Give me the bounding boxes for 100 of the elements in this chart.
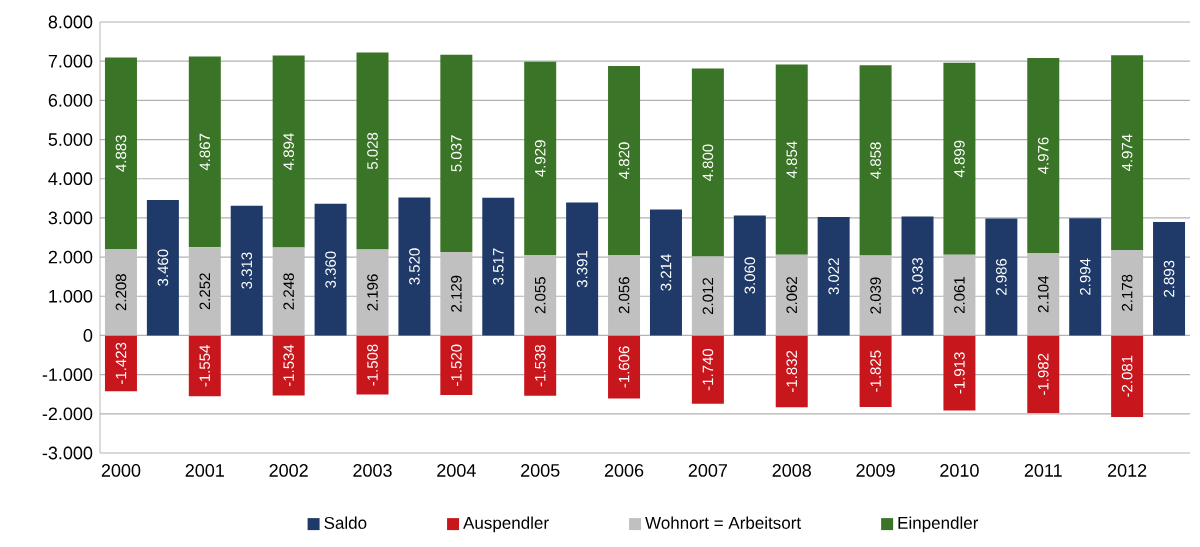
data-label: 2.994 <box>1079 258 1091 295</box>
data-label: 2.178 <box>1121 274 1133 311</box>
bar <box>1027 335 1060 414</box>
data-label: 3.033 <box>912 257 923 295</box>
x-tick-label: 2004 <box>437 464 476 477</box>
legend-label: Saldo <box>324 516 367 529</box>
bar <box>356 249 389 336</box>
data-label: 5.028 <box>367 132 378 170</box>
bar <box>691 68 724 257</box>
data-label: 4.854 <box>786 141 798 178</box>
y-tick-label: 3.000 <box>48 211 93 225</box>
data-label: 2.893 <box>1163 260 1175 297</box>
data-label: 2.055 <box>534 277 546 314</box>
data-label: -2.081 <box>1121 355 1133 397</box>
data-label: 2.012 <box>702 278 714 315</box>
x-tick-label: 2005 <box>521 464 560 477</box>
bar <box>566 202 599 336</box>
data-label: 3.313 <box>241 252 253 289</box>
data-label: 4.974 <box>1121 134 1133 172</box>
data-label: 2.039 <box>870 277 881 314</box>
bar <box>188 335 221 397</box>
y-tick-label: -2.000 <box>42 407 93 421</box>
bar <box>775 64 808 255</box>
bar <box>901 216 934 336</box>
bar <box>524 254 557 336</box>
data-label: 4.820 <box>618 142 630 179</box>
data-label: 2.986 <box>996 258 1007 295</box>
bar <box>1027 253 1060 336</box>
bar <box>482 197 515 336</box>
data-label: -1.825 <box>870 350 881 392</box>
x-tick-label: 2012 <box>1108 464 1147 477</box>
bar <box>691 256 724 336</box>
data-label: 5.037 <box>451 135 462 172</box>
bar <box>608 254 641 336</box>
bar <box>608 335 641 399</box>
legend-label: Auspendler <box>463 516 549 533</box>
x-tick-label: 2000 <box>101 464 141 477</box>
data-label: -1.913 <box>954 352 965 394</box>
bar <box>272 247 305 336</box>
x-tick-label: 2001 <box>185 464 224 477</box>
bar <box>985 218 1018 336</box>
bar <box>775 254 808 336</box>
data-label: -1.982 <box>1037 353 1049 395</box>
data-label: 4.894 <box>283 133 294 170</box>
x-tick-label: 2002 <box>269 464 308 477</box>
bar <box>649 209 682 336</box>
y-tick-label: 1.000 <box>49 289 93 303</box>
bar <box>691 335 724 404</box>
data-label: 2.208 <box>115 274 127 311</box>
bar <box>817 217 850 336</box>
data-label: 2.129 <box>451 275 462 312</box>
bar <box>524 335 557 396</box>
bar <box>230 205 263 336</box>
data-label: -1.740 <box>702 348 714 391</box>
x-tick-label: 2009 <box>856 464 895 477</box>
y-tick-label: 8.000 <box>48 15 93 29</box>
data-label: 2.061 <box>954 277 965 314</box>
x-tick-label: 2011 <box>1024 464 1062 477</box>
bar <box>943 335 976 411</box>
data-label: -1.832 <box>786 350 798 392</box>
bar <box>1153 222 1186 336</box>
bar <box>440 335 473 396</box>
data-label: 4.800 <box>702 144 714 182</box>
data-label: 2.196 <box>367 274 378 311</box>
bar <box>272 335 305 396</box>
data-label: 4.899 <box>954 140 965 178</box>
legend-label: Wohnort = Arbeitsort <box>645 516 801 529</box>
y-tick-label: -1.000 <box>42 368 93 382</box>
bar <box>272 55 305 248</box>
x-tick-label: 2007 <box>688 464 727 477</box>
bar <box>524 61 557 255</box>
bar <box>188 247 221 336</box>
bar <box>943 254 976 336</box>
data-label: -1.554 <box>199 345 211 387</box>
bar <box>314 203 347 336</box>
data-label: 3.517 <box>492 248 504 285</box>
bar <box>1111 335 1144 417</box>
x-tick-label: 2006 <box>604 464 644 477</box>
data-label: 3.360 <box>325 251 336 288</box>
data-label: -1.606 <box>618 346 630 388</box>
bar <box>1027 58 1060 254</box>
bar <box>775 335 808 408</box>
data-label: 3.022 <box>828 258 839 295</box>
data-label: 4.929 <box>534 140 546 177</box>
data-label: 3.460 <box>157 249 169 286</box>
bar <box>1111 55 1144 251</box>
bar <box>104 248 137 336</box>
y-tick-label: 0 <box>83 329 93 342</box>
bar <box>440 252 473 336</box>
data-label: 2.252 <box>199 273 211 310</box>
data-label: 3.391 <box>576 250 588 288</box>
data-label: -1.538 <box>534 344 546 387</box>
bar <box>859 65 892 256</box>
x-tick-label: 2008 <box>772 464 811 477</box>
data-label: 2.104 <box>1037 275 1049 313</box>
bar <box>859 255 892 336</box>
data-label: 3.214 <box>660 254 672 291</box>
data-label: 2.062 <box>786 277 798 314</box>
bar <box>356 335 389 395</box>
data-label: 3.520 <box>409 248 420 285</box>
